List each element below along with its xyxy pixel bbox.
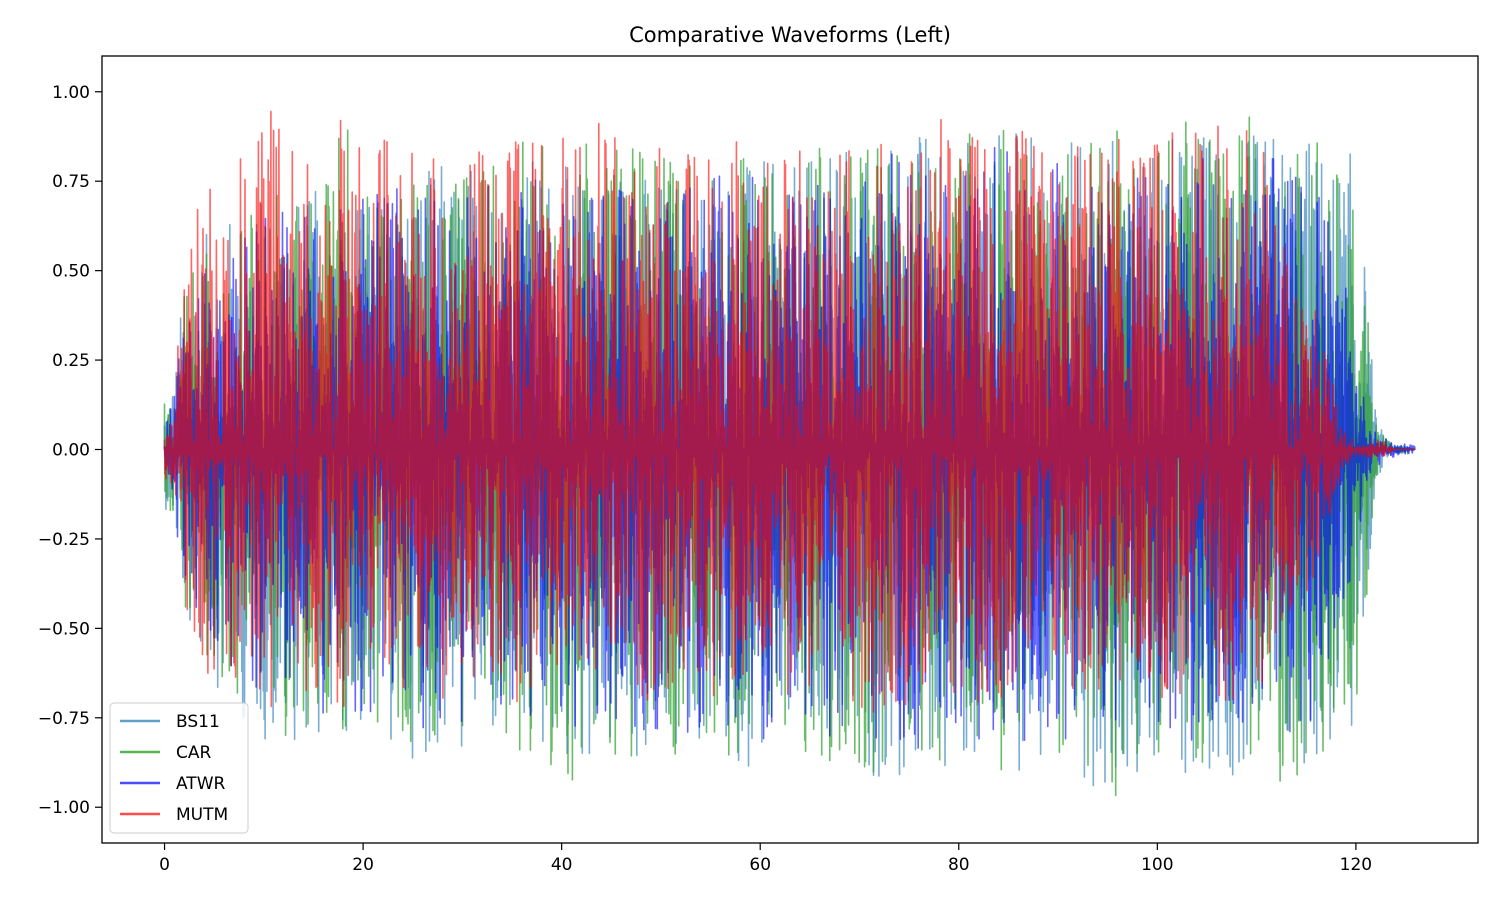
- y-tick-label: 0.75: [52, 172, 90, 192]
- x-tick-label: 120: [1340, 855, 1372, 875]
- x-tick-label: 60: [749, 855, 771, 875]
- y-tick-label: 0.00: [52, 441, 90, 461]
- legend-label: ATWR: [176, 774, 226, 794]
- legend-label: MUTM: [176, 805, 228, 825]
- legend: BS11 CAR ATWR MUTM: [109, 702, 249, 834]
- series-line-mutm: [163, 110, 1416, 713]
- x-tick-label: 0: [159, 855, 170, 875]
- y-axis: 1.00 0.75 0.50 0.25 0.00 −0.25 −0.50 −0.75 −1.00: [38, 83, 102, 818]
- x-tick-label: 80: [948, 855, 970, 875]
- y-tick-label: −0.25: [38, 530, 90, 550]
- y-tick-label: 0.25: [52, 351, 90, 371]
- y-tick-label: 0.50: [52, 262, 90, 282]
- x-tick-label: 100: [1141, 855, 1173, 875]
- y-tick-label: −0.50: [38, 619, 90, 639]
- x-tick-label: 40: [551, 855, 573, 875]
- x-tick-label: 20: [352, 855, 374, 875]
- x-axis: 0 20 40 60 80 100 120: [159, 843, 1372, 875]
- legend-label: CAR: [176, 743, 211, 763]
- y-tick-label: −0.75: [38, 709, 90, 729]
- y-tick-label: −1.00: [38, 798, 90, 818]
- legend-label: BS11: [176, 712, 220, 732]
- series-layer: [163, 110, 1416, 797]
- y-tick-label: 1.00: [52, 83, 90, 103]
- chart-title: Comparative Waveforms (Left): [629, 23, 951, 47]
- legend-box: [109, 702, 249, 834]
